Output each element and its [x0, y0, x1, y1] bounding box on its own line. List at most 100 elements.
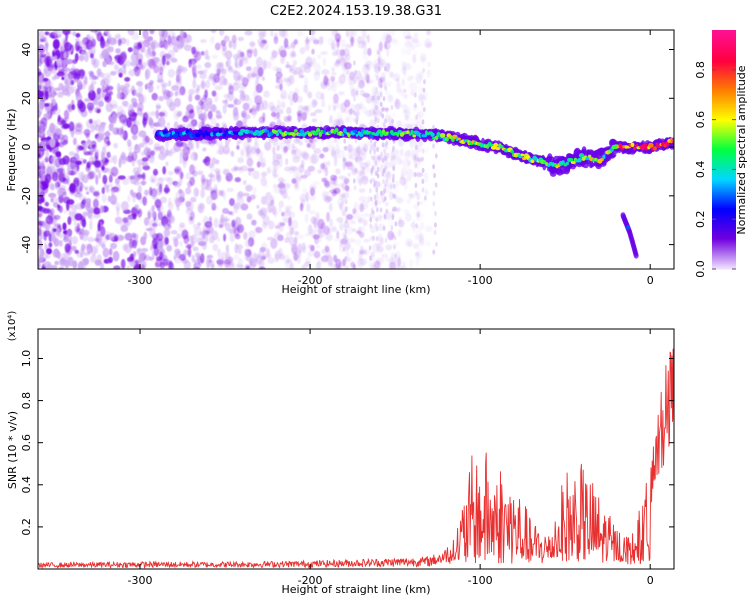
track-core	[291, 132, 296, 137]
noise-blob	[57, 142, 65, 148]
noise-blob	[252, 170, 260, 180]
noise-blob	[321, 191, 329, 198]
noise-blob	[164, 237, 169, 245]
noise-blob	[220, 214, 225, 223]
noise-streak	[434, 153, 438, 159]
noise-blob	[209, 73, 216, 80]
noise-blob	[272, 153, 279, 163]
noise-blob	[296, 95, 303, 103]
colorbar-step	[712, 125, 736, 129]
noise-blob	[293, 87, 300, 97]
noise-blob	[125, 60, 131, 67]
track-core	[352, 129, 358, 133]
noise-blob	[312, 181, 320, 186]
noise-blob	[67, 164, 72, 175]
noise-blob	[116, 33, 121, 39]
noise-blob	[78, 192, 84, 201]
noise-blob	[137, 185, 142, 194]
noise-blob	[276, 145, 280, 152]
noise-blob	[322, 57, 326, 67]
noise-blob	[388, 262, 394, 269]
noise-blob	[404, 94, 408, 99]
noise-blob	[299, 202, 304, 212]
noise-streak	[421, 119, 425, 125]
noise-blob	[214, 85, 223, 91]
colorbar-step	[712, 263, 736, 266]
noise-blob	[204, 221, 213, 228]
noise-blob	[283, 210, 291, 217]
noise-blob	[425, 225, 433, 232]
noise-blob	[158, 112, 166, 117]
noise-blob	[39, 101, 45, 110]
noise-streak	[421, 178, 425, 184]
noise-blob	[110, 166, 119, 177]
noise-blob	[75, 202, 83, 210]
noise-blob	[119, 115, 126, 121]
noise-blob	[132, 167, 140, 175]
noise-streak	[373, 183, 376, 189]
x-tick-label: 0	[647, 574, 654, 587]
noise-blob	[245, 66, 252, 72]
noise-blob	[44, 173, 52, 183]
noise-blob	[224, 98, 228, 107]
noise-blob	[368, 119, 376, 127]
noise-streak	[355, 157, 358, 163]
colorbar-step	[712, 209, 736, 212]
noise-blob	[331, 43, 340, 53]
colorbar-step	[712, 139, 736, 143]
noise-blob	[333, 93, 339, 104]
noise-streak	[376, 167, 380, 173]
noise-blob	[174, 255, 182, 264]
noise-blob	[345, 30, 350, 38]
noise-blob	[156, 85, 160, 90]
noise-blob	[216, 64, 224, 72]
branch-core	[626, 225, 631, 230]
colorbar-step	[712, 163, 736, 167]
noise-blob	[421, 56, 426, 61]
noise-blob	[114, 177, 120, 185]
noise-streak	[374, 222, 378, 228]
noise-blob	[203, 94, 207, 100]
noise-blob	[166, 97, 174, 108]
noise-blob	[280, 89, 288, 100]
noise-blob	[75, 37, 80, 43]
noise-streak	[392, 173, 395, 179]
colorbar-step	[712, 183, 736, 186]
noise-blob	[190, 140, 195, 151]
colorbar-step	[712, 30, 736, 33]
colorbar-step	[712, 193, 736, 196]
noise-blob	[292, 59, 297, 66]
colorbar-step	[712, 97, 736, 101]
noise-streak	[391, 147, 395, 153]
noise-blob	[264, 141, 272, 151]
noise-blob	[242, 116, 248, 124]
noise-blob	[165, 147, 169, 157]
colorbar-step	[712, 99, 736, 103]
noise-blob	[216, 111, 222, 120]
colorbar-step	[712, 227, 736, 230]
noise-blob	[304, 43, 310, 52]
colorbar-step	[712, 127, 736, 131]
noise-blob	[294, 67, 302, 75]
snr-panel: -300 -200 -100 0 0.2 0.4 0.6 0.8 1.0 Height of …	[6, 311, 675, 596]
noise-blob	[155, 96, 163, 101]
noise-blob	[108, 123, 114, 132]
noise-blob	[377, 214, 382, 222]
noise-blob	[69, 184, 76, 193]
noise-blob	[353, 202, 359, 212]
noise-blob	[167, 68, 175, 78]
noise-blob	[87, 50, 95, 55]
noise-blob	[211, 157, 217, 165]
noise-blob	[57, 168, 64, 174]
noise-blob	[64, 42, 72, 52]
noise-streak	[382, 179, 385, 185]
noise-blob	[58, 172, 65, 182]
noise-blob	[174, 91, 178, 97]
noise-streak	[432, 143, 435, 149]
noise-blob	[361, 175, 369, 182]
noise-blob	[409, 193, 414, 200]
noise-blob	[403, 152, 410, 161]
noise-blob	[50, 109, 56, 115]
noise-blob	[326, 160, 331, 167]
noise-blob	[289, 98, 294, 107]
